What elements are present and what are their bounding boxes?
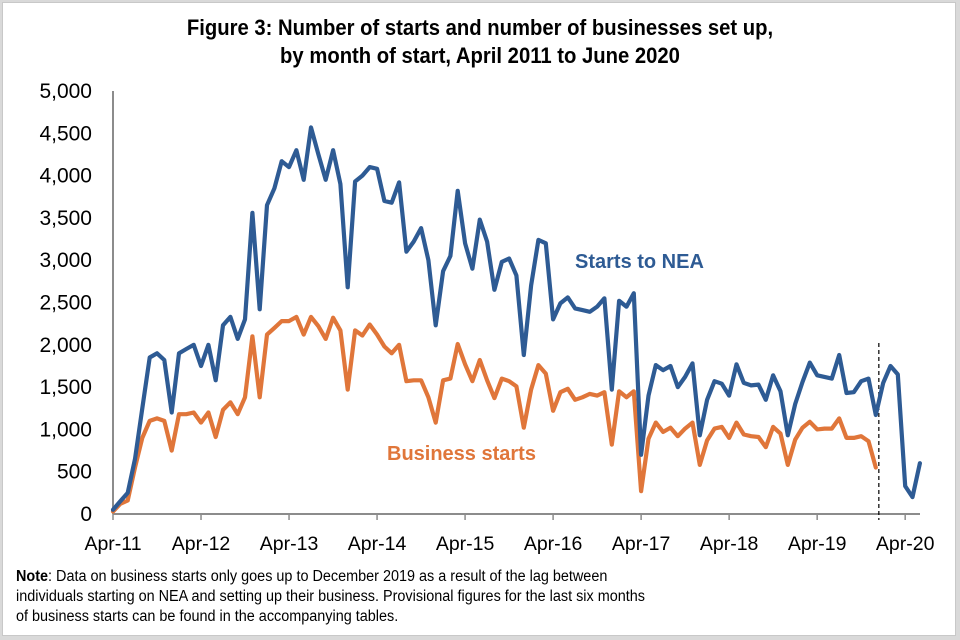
x-tick-label: Apr-17 [612,533,671,555]
y-tick-label: 2,000 [39,334,92,357]
x-tick-label: Apr-14 [348,533,407,555]
series-lines [110,125,923,514]
x-tick-label: Apr-12 [172,533,231,555]
y-axis-ticks: 0 500 1,000 1,500 2,000 2,500 3,000 3,500 4,000 4… [39,80,92,526]
y-tick-label: 3,500 [39,207,92,230]
footnote-text-1: : Data on business starts only goes up t… [48,568,608,585]
y-tick-label: 5,000 [39,80,92,103]
x-tick-label: Apr-11 [84,533,141,555]
x-tick-label: Apr-18 [700,533,759,555]
series-line-business-starts [110,314,878,514]
series-label-starts-to-nea: Starts to NEA [575,251,704,273]
footnote: Note: Data on business starts only goes … [16,567,853,627]
y-tick-label: 1,500 [39,376,92,399]
x-tick-label: Apr-15 [436,533,495,555]
x-tick-label: Apr-16 [524,533,583,555]
x-tick-label: Apr-19 [788,533,847,555]
footnote-line-3: of business starts can be found in the a… [16,608,399,625]
series-line-starts-to-nea [110,125,923,512]
chart-title-line-1: Figure 3: Number of starts and number of… [186,15,774,40]
x-tick-label: Apr-13 [260,533,319,555]
y-tick-label: 0 [80,503,92,526]
y-tick-label: 3,000 [39,249,92,272]
x-tick-label: Apr-20 [876,533,935,555]
y-tick-label: 1,000 [39,418,92,441]
footnote-line-2: individuals starting on NEA and setting … [16,588,645,605]
y-tick-label: 4,500 [39,122,92,145]
series-label-business-starts: Business starts [387,443,536,465]
footnote-line-1: Note: Data on business starts only goes … [16,567,853,587]
chart-title: Figure 3: Number of starts and number of… [48,14,912,70]
footnote-label: Note [16,568,49,585]
x-axis-ticks: Apr-11 Apr-12 Apr-13 Apr-14 Apr-15 Apr-16 Apr-… [84,514,935,555]
chart-title-line-2: by month of start, April 2011 to June 20… [280,43,680,68]
y-tick-label: 2,500 [39,292,92,315]
y-tick-label: 4,000 [39,165,92,188]
y-tick-label: 500 [57,461,92,484]
